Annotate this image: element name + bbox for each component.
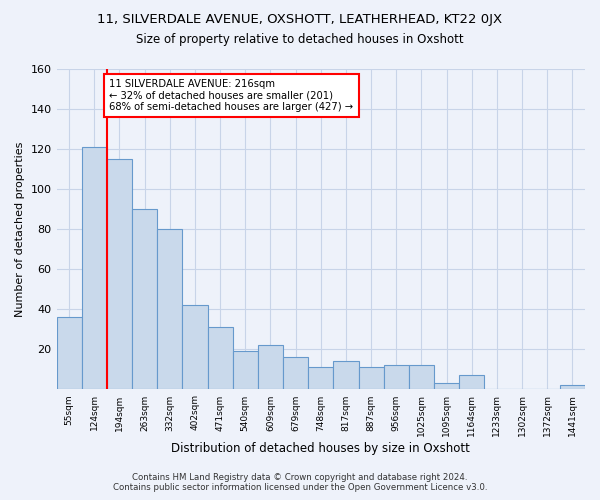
Text: Contains HM Land Registry data © Crown copyright and database right 2024.
Contai: Contains HM Land Registry data © Crown c… [113, 473, 487, 492]
X-axis label: Distribution of detached houses by size in Oxshott: Distribution of detached houses by size … [172, 442, 470, 455]
Bar [132, 209, 157, 390]
Bar [334, 362, 359, 390]
Bar [308, 368, 334, 390]
Bar [283, 358, 308, 390]
Bar [157, 229, 182, 390]
Bar [233, 352, 258, 390]
Bar [182, 306, 208, 390]
Text: 11 SILVERDALE AVENUE: 216sqm
← 32% of detached houses are smaller (201)
68% of s: 11 SILVERDALE AVENUE: 216sqm ← 32% of de… [109, 79, 353, 112]
Text: Size of property relative to detached houses in Oxshott: Size of property relative to detached ho… [136, 32, 464, 46]
Bar [434, 384, 459, 390]
Bar [409, 366, 434, 390]
Bar [82, 147, 107, 390]
Bar [459, 376, 484, 390]
Bar [560, 386, 585, 390]
Bar [383, 366, 409, 390]
Text: 11, SILVERDALE AVENUE, OXSHOTT, LEATHERHEAD, KT22 0JX: 11, SILVERDALE AVENUE, OXSHOTT, LEATHERH… [97, 12, 503, 26]
Bar [208, 328, 233, 390]
Y-axis label: Number of detached properties: Number of detached properties [15, 142, 25, 317]
Bar [56, 318, 82, 390]
Bar [107, 159, 132, 390]
Bar [359, 368, 383, 390]
Bar [258, 346, 283, 390]
